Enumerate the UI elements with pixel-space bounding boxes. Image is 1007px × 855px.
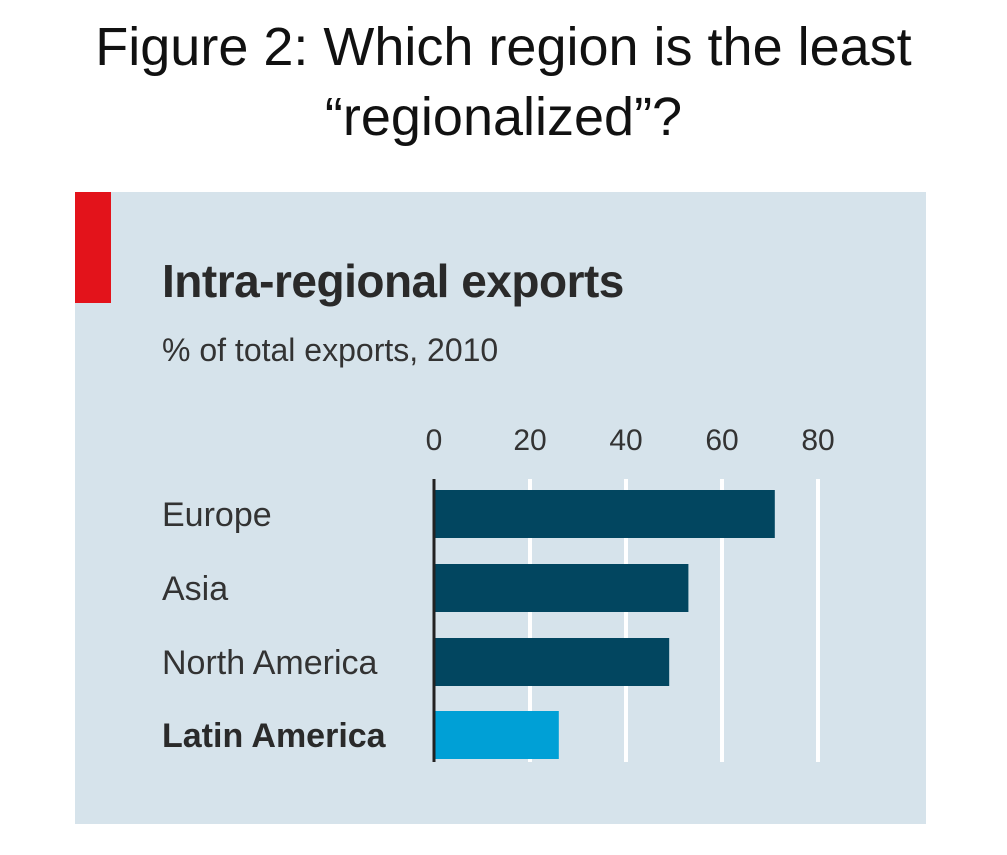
slide-title-line-2: “regionalized”?	[324, 87, 683, 147]
x-tick-label-60: 60	[705, 424, 738, 457]
category-label-asia: Asia	[162, 570, 228, 608]
category-label-north-america: North America	[162, 644, 377, 682]
red-accent-tag	[75, 192, 111, 303]
chart-subtitle: % of total exports, 2010	[162, 332, 499, 368]
x-tick-label-0: 0	[426, 424, 443, 457]
chart-panel: Intra-regional exports % of total export…	[75, 192, 926, 824]
category-label-europe: Europe	[162, 496, 272, 534]
x-tick-label-80: 80	[801, 424, 834, 457]
chart-title: Intra-regional exports	[162, 255, 624, 307]
slide-title: Figure 2: Which region is the least “reg…	[0, 12, 1007, 152]
bar-north-america	[434, 638, 670, 686]
x-tick-label-20: 20	[513, 424, 546, 457]
bar-chart: 0 20 40 60 80 Europe Asia North America Latin Am…	[162, 424, 835, 762]
x-tick-label-40: 40	[609, 424, 642, 457]
bar-europe	[434, 490, 775, 538]
bar-latin-america	[434, 711, 559, 759]
category-label-latin-america: Latin America	[162, 717, 387, 755]
bar-asia	[434, 564, 689, 612]
slide-title-line-1: Figure 2: Which region is the least	[95, 17, 912, 77]
